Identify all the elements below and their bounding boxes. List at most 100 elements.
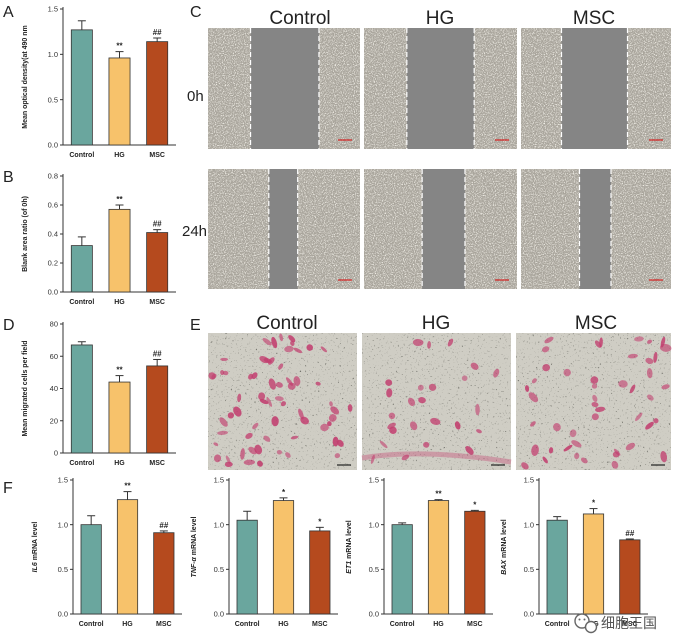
chart-f3-ytick-label: 1.0 bbox=[369, 520, 379, 529]
scratch-column-control: Control bbox=[269, 8, 330, 29]
chart-f4-ytick-label: 1.0 bbox=[524, 520, 534, 529]
chart-f2-significance: * bbox=[282, 488, 286, 497]
chart-f2-category-label: HG bbox=[278, 621, 289, 628]
chart-f4-significance: ## bbox=[625, 529, 634, 538]
chart-f4-bar-msc bbox=[619, 539, 641, 615]
chart-a-ylabel: Mean optical density(at 490 nm bbox=[22, 25, 29, 128]
chart-f3-ytick-label: 0.5 bbox=[369, 565, 379, 574]
chart-a-category-label: Control bbox=[69, 152, 94, 159]
chart-b-ytick-label: 0.4 bbox=[48, 230, 58, 239]
chart-a-ytick-label: 1.0 bbox=[48, 50, 58, 59]
chart-f2-category-label: MSC bbox=[312, 621, 328, 628]
chart-f3-category-label: HG bbox=[433, 621, 444, 628]
scratch-column-msc: MSC bbox=[573, 8, 615, 29]
chart-f1-ytick-label: 1.5 bbox=[58, 476, 68, 485]
panel-label-f: F bbox=[3, 480, 13, 497]
panel-label-c: C bbox=[190, 4, 202, 21]
chart-f4-significance: * bbox=[592, 499, 596, 508]
chart-f2-ylabel: TNF-α mRNA level bbox=[191, 517, 198, 578]
chart-a-significance: ## bbox=[153, 28, 162, 37]
chart-d-bar-hg bbox=[108, 381, 131, 454]
chart-a-bar-control bbox=[70, 29, 93, 146]
chart-f1-significance: ** bbox=[124, 482, 131, 491]
transwell-image-control bbox=[208, 333, 357, 470]
chart-f4-ytick-label: 0.5 bbox=[524, 565, 534, 574]
chart-d-category-label: Control bbox=[69, 460, 94, 467]
scratch-column-hg: HG bbox=[426, 8, 455, 29]
chart-f3-bar-msc bbox=[464, 510, 486, 615]
chart-a-category-label: MSC bbox=[149, 152, 165, 159]
scratch-image-control-0h bbox=[208, 28, 360, 149]
transwell-column-msc: MSC bbox=[575, 313, 617, 334]
scratch-image-msc-0h bbox=[521, 28, 671, 149]
watermark: 细胞王国 bbox=[574, 613, 657, 634]
chart-b-ytick-label: 0.8 bbox=[48, 172, 58, 181]
chart-b-blank-area-ratio: 0.0 0.2 0.4 0.6 0.8 Control ** HG ## MSC Blank are… bbox=[22, 172, 176, 306]
chart-f2-bar-msc bbox=[309, 530, 331, 615]
chart-f1-ylabel: IL6 mRNA level bbox=[32, 522, 39, 573]
scratch-row-24h: 24h bbox=[182, 223, 207, 240]
scratch-image-hg-24h bbox=[364, 169, 517, 289]
chart-b-category-label: MSC bbox=[149, 299, 165, 306]
chart-a-category-label: HG bbox=[114, 152, 125, 159]
chart-f4-ytick-label: 0.0 bbox=[524, 610, 534, 619]
chart-f-tnf: 0.0 0.5 1.0 1.5 Control * HG * MSC TNF-α mRNA lev… bbox=[191, 476, 338, 628]
chart-f2-significance: * bbox=[318, 517, 322, 526]
chart-f2-ytick-label: 0.5 bbox=[214, 565, 224, 574]
chart-f4-category-label: MSC bbox=[622, 621, 638, 628]
chart-f3-category-label: Control bbox=[390, 621, 415, 628]
chart-a-ytick-label: 1.5 bbox=[48, 5, 58, 14]
transwell-image-hg bbox=[361, 333, 512, 470]
chart-f3-significance: ** bbox=[435, 490, 442, 499]
chart-f1-bar-msc bbox=[153, 532, 175, 615]
chart-d-ytick-label: 0 bbox=[54, 449, 58, 458]
chart-f4-bar-control bbox=[546, 519, 568, 615]
chart-f3-category-label: MSC bbox=[467, 621, 483, 628]
scratch-assay-images bbox=[208, 28, 671, 289]
chart-d-ylabel: Mean migrated cells per field bbox=[22, 340, 29, 436]
chart-d-category-label: MSC bbox=[149, 460, 165, 467]
chart-b-bar-hg bbox=[108, 208, 131, 293]
scratch-image-hg-0h bbox=[364, 28, 517, 149]
chart-a-bar-msc bbox=[146, 41, 169, 146]
chart-f2-bar-control bbox=[236, 519, 258, 615]
chart-f1-category-label: MSC bbox=[156, 621, 172, 628]
chart-f1-significance: ## bbox=[159, 521, 168, 530]
transwell-image-msc bbox=[516, 333, 672, 470]
chart-b-category-label: Control bbox=[69, 299, 94, 306]
chart-b-ytick-label: 0.6 bbox=[48, 201, 58, 210]
panel-label-a: A bbox=[3, 4, 14, 21]
chart-d-bar-control bbox=[70, 344, 93, 454]
chart-b-ytick-label: 0.0 bbox=[48, 288, 58, 297]
chart-f3-ylabel: ET1 mRNA level bbox=[346, 520, 353, 573]
chart-f4-bar-hg bbox=[582, 513, 605, 615]
chart-a-ytick-label: 0.0 bbox=[48, 141, 58, 150]
panel-label-b: B bbox=[3, 169, 14, 186]
chart-f3-significance: * bbox=[473, 500, 477, 509]
transwell-column-hg: HG bbox=[422, 313, 451, 334]
chart-f4-ylabel: BAX mRNA level bbox=[501, 519, 508, 574]
chart-d-significance: ** bbox=[116, 366, 123, 375]
chart-b-significance: ** bbox=[116, 195, 123, 204]
chart-f3-bar-hg bbox=[427, 500, 450, 615]
transwell-column-control: Control bbox=[256, 313, 317, 334]
panel-label-d: D bbox=[3, 317, 15, 334]
scratch-image-control-24h bbox=[208, 169, 360, 289]
chart-a-significance: ** bbox=[116, 42, 123, 51]
chart-d-significance: ## bbox=[153, 349, 162, 358]
chart-f-et1: 0.0 0.5 1.0 1.5 Control ** HG * MSC ET1 mRNA leve… bbox=[346, 476, 493, 628]
chart-f2-ytick-label: 0.0 bbox=[214, 610, 224, 619]
chart-d-ytick-label: 80 bbox=[50, 320, 58, 329]
chart-d-bar-msc bbox=[146, 365, 169, 454]
chart-d-ytick-label: 40 bbox=[50, 384, 58, 393]
chart-f2-category-label: Control bbox=[235, 621, 260, 628]
chart-f1-category-label: Control bbox=[79, 621, 104, 628]
chart-f3-ytick-label: 1.5 bbox=[369, 476, 379, 485]
chart-b-bar-msc bbox=[146, 232, 169, 293]
chart-f2-ytick-label: 1.0 bbox=[214, 520, 224, 529]
chart-b-ytick-label: 0.2 bbox=[48, 259, 58, 268]
chart-f3-bar-control bbox=[391, 524, 413, 615]
chart-d-category-label: HG bbox=[114, 460, 125, 467]
chart-f-il6: 0.0 0.5 1.0 1.5 Control ** HG ## MSC IL6 mRNA lev… bbox=[32, 476, 182, 628]
